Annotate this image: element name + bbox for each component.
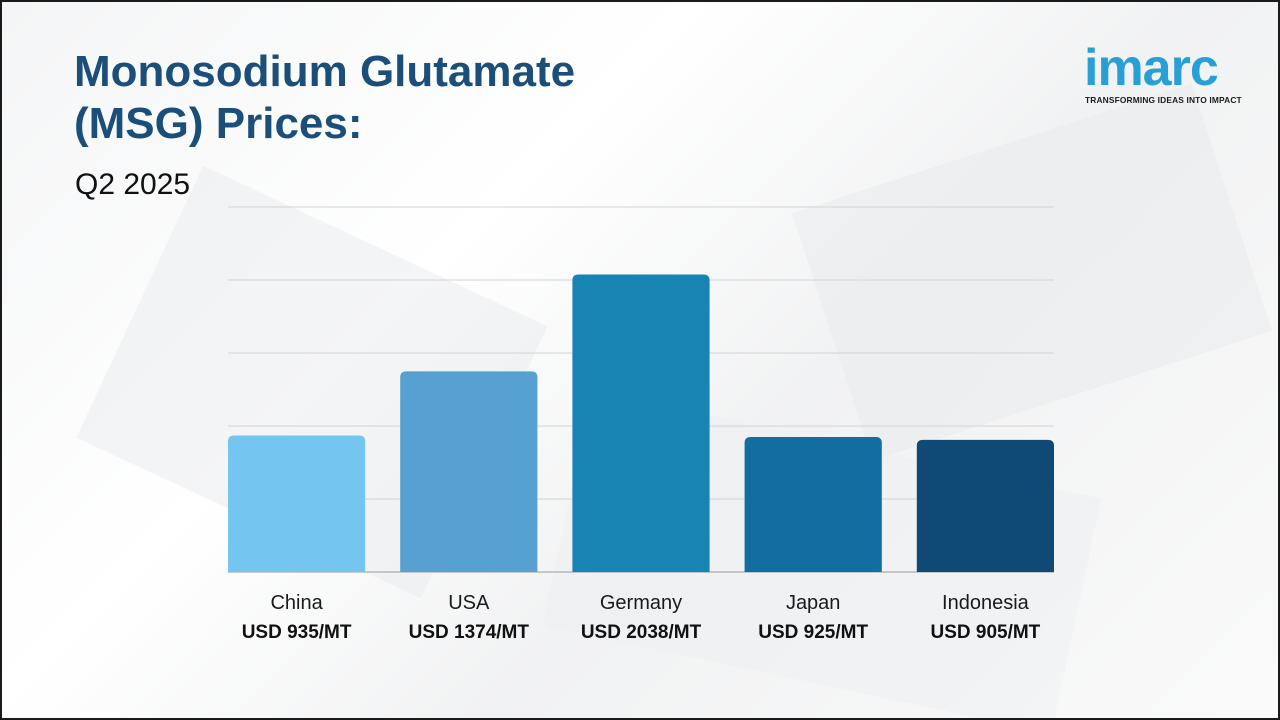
value-label-germany: USD 2038/MT [581,622,702,643]
bar-usa [400,371,538,572]
category-label-japan: Japan [786,592,841,614]
bar-indonesia [916,439,1054,572]
value-label-japan: USD 925/MT [758,622,868,643]
period-subtitle: Q2 2025 [75,168,191,201]
title-line-2: (MSG) Prices: [74,99,363,148]
page-title: Monosodium Glutamate (MSG) Prices: [74,46,575,150]
imarc-logo: imarc TRANSFORMING IDEAS INTO IMPACT [1084,38,1250,108]
category-label-china: China [270,592,323,614]
value-label-china: USD 935/MT [242,622,352,643]
bar-germany [572,274,710,572]
bar-japan [744,436,882,572]
bar-china [228,435,366,572]
title-line-1: Monosodium Glutamate [74,47,576,96]
value-label-usa: USD 1374/MT [409,622,530,643]
value-label-indonesia: USD 905/MT [930,622,1040,643]
category-label-indonesia: Indonesia [942,592,1030,614]
category-label-germany: Germany [600,592,682,614]
category-label-usa: USA [448,592,490,614]
logo-tagline: TRANSFORMING IDEAS INTO IMPACT [1085,95,1242,105]
logo-wordmark: imarc [1084,39,1219,97]
